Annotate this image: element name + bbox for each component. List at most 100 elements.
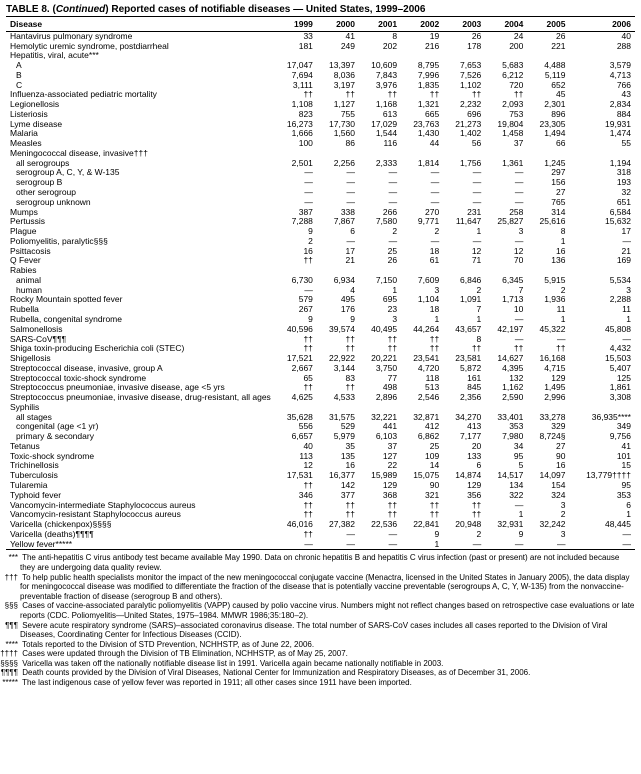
col-disease: Disease [6, 19, 275, 31]
value-cell: 40 [569, 31, 635, 41]
disease-cell: Toxic-shock syndrome [6, 452, 275, 462]
value-cell: 37 [485, 139, 527, 149]
table-row: Plague962213817 [6, 227, 635, 237]
value-cell: 169 [569, 256, 635, 266]
value-cell: 136 [527, 256, 569, 266]
footnote: ¶¶¶ Severe acute respiratory syndrome (S… [6, 621, 635, 640]
footnote-text: Death counts provided by the Division of… [20, 668, 530, 677]
disease-cell: serogroup B [6, 178, 275, 188]
value-cell: — [359, 540, 401, 550]
table-row: B7,6948,0367,8437,9967,5266,2125,1194,71… [6, 71, 635, 81]
table-row: SARS-CoV¶¶¶††††††††8——— [6, 335, 635, 345]
table-row: serogroup unknown——————765651 [6, 198, 635, 208]
title-suffix: ) Reported cases of notifiable diseases … [105, 4, 425, 15]
table-row: Influenza-associated pediatric mortality… [6, 90, 635, 100]
footnote-text: Cases were updated through the Division … [20, 649, 348, 658]
value-cell: 221 [527, 42, 569, 52]
table-row: Salmonellosis40,59639,57440,49544,26443,… [6, 325, 635, 335]
disease-cell: SARS-CoV¶¶¶ [6, 335, 275, 345]
table-row: Hantavirus pulmonary syndrome33418192624… [6, 31, 635, 41]
disease-cell: Varicella (chickenpox)§§§§ [6, 520, 275, 530]
table-row: animal6,7306,9347,1507,6096,8466,3455,91… [6, 276, 635, 286]
value-cell: 2,996 [527, 393, 569, 403]
table-row: Streptococcus pneumoniae, invasive disea… [6, 383, 635, 393]
col-year: 2003 [443, 19, 485, 31]
footnote: †††† Cases were updated through the Divi… [6, 649, 635, 659]
disease-cell: Q Fever [6, 256, 275, 266]
footnote-symbol: ¶¶¶¶ [6, 668, 20, 678]
footnote-symbol: *** [6, 553, 20, 563]
table-row: Streptococcal disease, invasive, group A… [6, 364, 635, 374]
col-year: 2001 [359, 19, 401, 31]
table-row: Psittacosis1617251812121621 [6, 247, 635, 257]
value-cell: 11 [569, 305, 635, 315]
footnote-symbol: **** [6, 640, 20, 650]
value-cell: — [569, 540, 635, 550]
value-cell: 4,533 [317, 393, 359, 403]
footnote: §§§ Cases of vaccine-associated paralyti… [6, 601, 635, 620]
table-row: Varicella (deaths)¶¶¶¶††——9293— [6, 530, 635, 540]
disease-cell: serogroup unknown [6, 198, 275, 208]
value-cell: 71 [443, 256, 485, 266]
value-cell: 26 [527, 31, 569, 41]
table-row: Rabies [6, 266, 635, 276]
title-prefix: TABLE 8. ( [6, 4, 56, 15]
table-row: Poliomyelitis, paralytic§§§2—————1— [6, 237, 635, 247]
table-row: serogroup A, C, Y, & W-135——————297318 [6, 168, 635, 178]
value-cell: 100 [275, 139, 317, 149]
disease-cell: Varicella (deaths)¶¶¶¶ [6, 530, 275, 540]
footnote: ¶¶¶¶ Death counts provided by the Divisi… [6, 668, 635, 678]
col-year: 2006 [569, 19, 635, 31]
table-row: A17,04713,39710,6098,7957,6535,6834,4883… [6, 61, 635, 71]
table-body: Hantavirus pulmonary syndrome33418192624… [6, 31, 635, 550]
footnote: §§§§ Varicella was taken off the nationa… [6, 659, 635, 669]
title-continued: Continued [56, 4, 105, 15]
footnote-symbol: †††† [6, 649, 20, 659]
table-row: Legionellosis1,1081,1271,1681,3212,2322,… [6, 100, 635, 110]
table-row: Varicella (chickenpox)§§§§46,01627,38222… [6, 520, 635, 530]
value-cell: 44 [401, 139, 443, 149]
disease-cell: human [6, 286, 275, 296]
disease-cell: Streptococcus pneumoniae, invasive disea… [6, 383, 275, 393]
table-row: Toxic-shock syndrome11313512710913395901… [6, 452, 635, 462]
disease-cell: Trichinellosis [6, 461, 275, 471]
disease-cell: Listeriosis [6, 110, 275, 120]
disease-cell: Yellow fever***** [6, 540, 275, 550]
value-cell: 66 [527, 139, 569, 149]
disease-cell: Tularemia [6, 481, 275, 491]
value-cell: 116 [359, 139, 401, 149]
disease-cell: Tuberculosis [6, 471, 275, 481]
disease-cell: Hepatitis, viral, acute*** [6, 51, 275, 61]
table-row: Rocky Mountain spotted fever5794956951,1… [6, 295, 635, 305]
table-row: primary & secondary6,6575,9796,1036,8627… [6, 432, 635, 442]
disease-cell: Typhoid fever [6, 491, 275, 501]
table-row: Meningococcal disease, invasive††† [6, 149, 635, 159]
value-cell: 70 [485, 256, 527, 266]
value-cell: 178 [443, 42, 485, 52]
disease-cell: Influenza-associated pediatric mortality [6, 90, 275, 100]
footnote: **** Totals reported to the Division of … [6, 640, 635, 650]
disease-cell: Streptococcus pneumoniae, invasive disea… [6, 393, 275, 403]
disease-cell: B [6, 71, 275, 81]
value-cell: 5,534 [569, 276, 635, 286]
footnote-symbol: ¶¶¶ [6, 621, 20, 631]
value-cell: 216 [401, 42, 443, 52]
disease-cell: animal [6, 276, 275, 286]
disease-cell: Syphilis [6, 403, 275, 413]
table-row: Malaria1,6661,5601,5441,4301,4021,4581,4… [6, 129, 635, 139]
data-table: Disease19992000200120022003200420052006 … [6, 19, 635, 550]
disease-cell: Streptococcal disease, invasive, group A [6, 364, 275, 374]
table-row: Lyme disease16,27317,73017,02923,76321,2… [6, 120, 635, 130]
value-cell: 353 [569, 491, 635, 501]
value-cell: 41 [317, 31, 359, 41]
disease-cell: Shiga toxin-producing Escherichia coli (… [6, 344, 275, 354]
value-cell: — [443, 540, 485, 550]
table-row: Rubella26717623187101111 [6, 305, 635, 315]
disease-cell: other serogroup [6, 188, 275, 198]
table-row: C3,1113,1973,9761,8351,102720652766 [6, 81, 635, 91]
table-row: Typhoid fever346377368321356322324353 [6, 491, 635, 501]
disease-cell: Hantavirus pulmonary syndrome [6, 31, 275, 41]
value-cell: 6 [569, 501, 635, 511]
table-row: Hepatitis, viral, acute*** [6, 51, 635, 61]
value-cell: 200 [485, 42, 527, 52]
